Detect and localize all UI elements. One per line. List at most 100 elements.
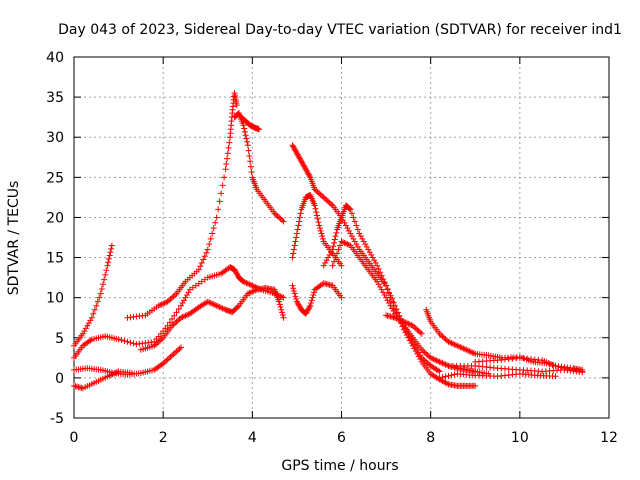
data-point <box>279 312 286 319</box>
data-point <box>354 243 361 250</box>
data-point <box>378 272 385 279</box>
data-point <box>203 249 210 256</box>
chart-title: Day 043 of 2023, Sidereal Day-to-day VTE… <box>58 22 622 38</box>
data-point <box>173 309 180 316</box>
data-point <box>296 218 303 225</box>
data-point <box>167 296 174 303</box>
data-point <box>170 293 177 300</box>
data-point <box>337 242 344 249</box>
data-point <box>400 318 407 325</box>
data-point <box>389 305 396 312</box>
data-point <box>109 371 116 378</box>
data-point <box>244 280 251 287</box>
data-point <box>299 160 306 167</box>
data-point <box>295 222 302 229</box>
data-point <box>173 348 180 355</box>
data-point <box>445 372 452 379</box>
data-point <box>375 265 382 272</box>
data-point <box>449 340 456 347</box>
data-point <box>315 219 322 226</box>
data-point <box>320 262 327 269</box>
data-point <box>418 346 425 353</box>
data-point <box>212 219 219 226</box>
data-point <box>278 306 285 313</box>
data-point <box>161 300 168 307</box>
data-point <box>383 282 390 289</box>
data-point <box>82 325 89 332</box>
data-point <box>328 201 335 208</box>
data-point <box>296 304 303 311</box>
y-tick-label: 35 <box>46 90 64 106</box>
data-point <box>470 350 477 357</box>
data-point <box>201 253 208 260</box>
data-point <box>448 340 455 347</box>
axis-ticks: -5 0 5 10 15 20 25 30 35 40 0 2 4 6 8 10 12 <box>46 50 618 446</box>
data-point <box>246 152 253 159</box>
data-point <box>319 235 326 242</box>
data-point <box>438 359 445 366</box>
data-point <box>107 249 114 256</box>
data-point <box>331 239 338 246</box>
data-point <box>290 143 297 150</box>
data-point <box>433 357 440 364</box>
data-point <box>393 315 400 322</box>
data-point <box>289 142 296 149</box>
data-point <box>105 255 112 262</box>
data-point <box>316 190 323 197</box>
data-point <box>304 168 311 175</box>
data-point <box>247 158 254 165</box>
data-point <box>246 281 253 288</box>
series-track-l <box>320 202 479 389</box>
data-point <box>111 370 118 377</box>
data-point <box>439 360 446 367</box>
data-point <box>124 338 131 345</box>
data-point <box>436 330 443 337</box>
data-point <box>442 373 449 380</box>
data-point <box>155 302 162 309</box>
data-point <box>445 338 452 345</box>
data-point <box>218 304 225 311</box>
data-point <box>439 333 446 340</box>
data-point <box>314 189 321 196</box>
data-point <box>93 302 100 309</box>
data-point <box>81 328 88 335</box>
data-point <box>166 319 173 326</box>
data-point <box>289 282 296 289</box>
data-point <box>380 275 387 282</box>
data-point <box>204 246 211 253</box>
data-point <box>167 353 174 360</box>
data-point <box>353 241 360 248</box>
data-point <box>277 304 284 311</box>
series-track-o <box>423 306 586 375</box>
data-point <box>180 313 187 320</box>
data-point <box>341 239 348 246</box>
data-point <box>386 290 393 297</box>
data-point <box>344 241 351 248</box>
data-point <box>300 162 307 169</box>
data-point <box>233 270 240 277</box>
data-point <box>438 332 445 339</box>
data-point <box>384 297 391 304</box>
data-point <box>304 308 311 315</box>
data-point <box>345 227 352 234</box>
data-point <box>295 301 302 308</box>
data-point <box>294 226 301 233</box>
data-point <box>241 125 248 132</box>
series-track-m <box>329 238 492 377</box>
data-point <box>328 249 335 256</box>
data-point <box>359 235 366 242</box>
data-point <box>374 262 381 269</box>
data-point <box>210 301 217 308</box>
data-point <box>293 296 300 303</box>
data-point <box>372 259 379 266</box>
data-point <box>346 205 353 212</box>
data-point <box>386 300 393 307</box>
data-point <box>319 233 326 240</box>
data-point <box>439 374 446 381</box>
data-point <box>316 222 323 229</box>
data-point <box>311 186 318 193</box>
x-tick-label: 8 <box>426 430 435 446</box>
data-point <box>292 293 299 300</box>
data-point <box>178 314 184 321</box>
